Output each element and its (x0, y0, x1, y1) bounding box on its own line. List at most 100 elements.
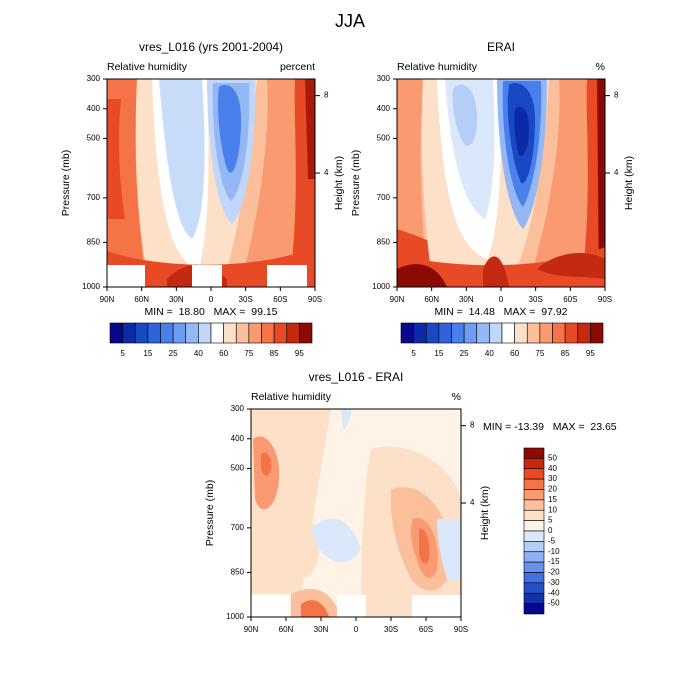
x-tick-label: 60S (273, 295, 287, 304)
colorbar-label: -40 (548, 588, 560, 597)
y2-tick-label: 4 (614, 168, 619, 177)
colorbar-label: 40 (548, 464, 557, 473)
colorbar-box (109, 322, 123, 344)
colorbar-box (523, 499, 545, 511)
left-label: Relative humidity (251, 391, 332, 403)
x-tick-label: 60S (563, 295, 577, 304)
colorbar-box (523, 458, 545, 470)
y-tick-label: 1000 (82, 282, 100, 291)
colorbar-label: 85 (561, 349, 570, 358)
colorbar-box (185, 322, 199, 344)
min-max: MIN = 18.80 MAX = 99.15 (144, 306, 277, 318)
colorbar-box (122, 322, 136, 344)
colorbar-label: -5 (548, 536, 556, 545)
colorbar-label: 20 (548, 485, 557, 494)
colorbar-label: 40 (485, 349, 494, 358)
y2-tick-label: 8 (614, 91, 619, 100)
x-tick-label: 0 (354, 625, 359, 634)
colorbar-box (172, 322, 187, 344)
y-tick-label: 400 (377, 104, 391, 113)
colorbar-box (476, 322, 490, 344)
colorbar-label: 40 (194, 349, 203, 358)
y-tick-label: 850 (377, 238, 391, 247)
colorbar-box (523, 468, 545, 480)
x-tick-label: 90S (598, 295, 612, 304)
colorbar-box (523, 572, 545, 584)
colorbar-box (147, 322, 161, 344)
y-tick-label: 850 (87, 238, 101, 247)
y-tick-label: 500 (87, 134, 101, 143)
colorbar-box (425, 322, 440, 344)
colorbar-label: 5 (548, 516, 553, 525)
colorbar-box (523, 551, 545, 563)
colorbar-label: 0 (548, 526, 553, 535)
y2-tick-label: 8 (324, 91, 329, 100)
colorbar-box (564, 322, 579, 344)
right-label: percent (280, 61, 315, 73)
colorbar-box (489, 322, 503, 344)
colorbar-label: 5 (120, 349, 125, 358)
y-tick-label: 300 (231, 404, 245, 413)
colorbar-label: -20 (548, 568, 560, 577)
colorbar-box (261, 322, 275, 344)
colorbar-label: 5 (411, 349, 416, 358)
colorbar-box (523, 509, 545, 521)
colorbar-label: 30 (548, 474, 557, 483)
x-tick-label: 0 (209, 295, 214, 304)
colorbar-box (501, 322, 515, 344)
colorbar-label: 50 (548, 453, 557, 462)
y2-axis-label: Height (km) (333, 156, 345, 210)
colorbar-box (438, 322, 452, 344)
colorbar-label: -50 (548, 599, 560, 608)
colorbar-label: -15 (548, 557, 560, 566)
panel-title: vres_L016 - ERAI (309, 370, 404, 384)
y2-tick-label: 4 (324, 168, 329, 177)
y-tick-label: 850 (231, 568, 245, 577)
colorbar-box (539, 322, 553, 344)
colorbar-box (198, 322, 212, 344)
right-label: % (452, 391, 461, 403)
colorbar-label: 95 (586, 349, 595, 358)
colorbar-box (552, 322, 566, 344)
colorbar-label: 10 (548, 505, 557, 514)
colorbar-label: 15 (143, 349, 152, 358)
y-axis-label: Pressure (mb) (350, 150, 362, 217)
right-label: % (596, 61, 605, 73)
colorbar-box (210, 322, 224, 344)
colorbar-label: 95 (295, 349, 304, 358)
colorbar-box (248, 322, 262, 344)
y-tick-label: 1000 (372, 282, 390, 291)
colorbar-box (413, 322, 427, 344)
left-label: Relative humidity (107, 61, 188, 73)
colorbar-box (523, 530, 545, 542)
colorbar-box (523, 561, 545, 573)
y2-axis-label: Height (km) (479, 486, 491, 540)
colorbar-box (523, 541, 545, 553)
y-tick-label: 300 (87, 74, 101, 83)
x-tick-label: 30N (169, 295, 184, 304)
contour-field (251, 409, 461, 617)
x-tick-label: 60N (424, 295, 439, 304)
y-tick-label: 400 (87, 104, 101, 113)
colorbar-label: 75 (244, 349, 253, 358)
colorbar-box (523, 489, 545, 501)
colorbar-box (523, 582, 545, 594)
x-tick-label: 30S (239, 295, 253, 304)
x-tick-label: 90N (244, 625, 259, 634)
left-label: Relative humidity (397, 61, 478, 73)
colorbar-label: 85 (270, 349, 279, 358)
colorbar-box (523, 592, 545, 604)
colorbar-label: 60 (510, 349, 519, 358)
x-tick-label: 90S (454, 625, 468, 634)
colorbar-box (286, 322, 300, 344)
contour-field (397, 79, 605, 287)
colorbar-label: 25 (169, 349, 178, 358)
colorbar-box (160, 322, 174, 344)
colorbar-label: 60 (219, 349, 228, 358)
y2-tick-label: 4 (470, 498, 475, 507)
colorbar-box (451, 322, 465, 344)
x-tick-label: 60S (419, 625, 433, 634)
colorbar-label: -30 (548, 578, 560, 587)
